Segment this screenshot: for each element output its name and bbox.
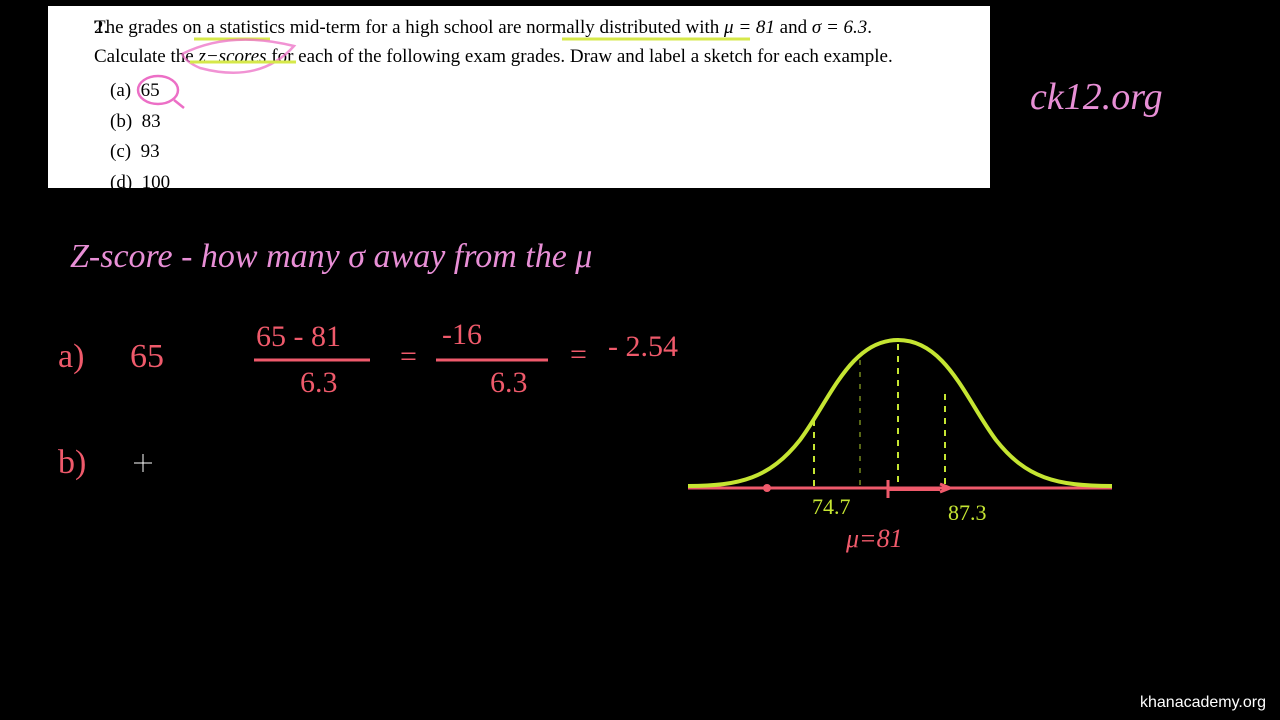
fraction2-denominator: 6.3: [490, 366, 528, 400]
txt: and: [775, 17, 812, 38]
mu-label: μ=81: [846, 524, 903, 554]
part-a-value: 65: [130, 338, 164, 376]
mu-eq: μ = 81: [724, 17, 775, 38]
fraction1-denominator: 6.3: [300, 366, 338, 400]
fraction1-numerator: 65 - 81: [256, 320, 341, 354]
cursor-icon: [132, 452, 154, 479]
opt-label: (b): [110, 111, 132, 132]
opt-label: (c): [110, 141, 131, 162]
part-b-label: b): [58, 444, 86, 482]
option-d: (d) 100: [110, 169, 972, 198]
txt: mid-term for a high school are: [285, 17, 526, 38]
underlined-word: normally distributed: [526, 17, 681, 38]
part-a-label: a): [58, 338, 84, 376]
txt: .: [867, 17, 872, 38]
opt-label: (a): [110, 80, 131, 101]
equals-1: =: [400, 340, 417, 374]
z-scores: z−scores: [198, 46, 266, 67]
options-list: (a) 65 (b) 83 (c) 93 (d) 100: [110, 77, 972, 197]
underlined-word: statistics: [220, 17, 285, 38]
opt-val: 100: [142, 172, 171, 193]
problem-number: 2.: [94, 14, 108, 43]
opt-label: (d): [110, 172, 132, 193]
sd-right-label: 87.3: [948, 500, 987, 526]
opt-val: 93: [141, 141, 160, 162]
txt: The grades on a: [94, 17, 220, 38]
opt-val: 83: [142, 111, 161, 132]
option-b: (b) 83: [110, 108, 972, 137]
ck12-credit: ck12.org: [1030, 75, 1163, 119]
sigma-eq: σ = 6.3: [812, 17, 867, 38]
fraction2-numerator: -16: [442, 318, 482, 352]
txt: Calculate the: [94, 46, 198, 67]
footer-credit: khanacademy.org: [1140, 694, 1266, 712]
problem-box: 2. The grades on a statistics mid-term f…: [48, 6, 990, 188]
opt-val: 65: [141, 80, 160, 101]
zscore-result: - 2.54: [608, 330, 678, 364]
txt: for each of the following exam grades. D…: [267, 46, 893, 67]
equals-2: =: [570, 338, 587, 372]
txt: with: [681, 17, 724, 38]
sd-left-label: 74.7: [812, 494, 851, 520]
option-a: (a) 65: [110, 77, 972, 106]
option-c: (c) 93: [110, 138, 972, 167]
zscore-definition: Z-score - how many σ away from the μ: [70, 238, 592, 276]
problem-statement: The grades on a statistics mid-term for …: [94, 14, 972, 71]
